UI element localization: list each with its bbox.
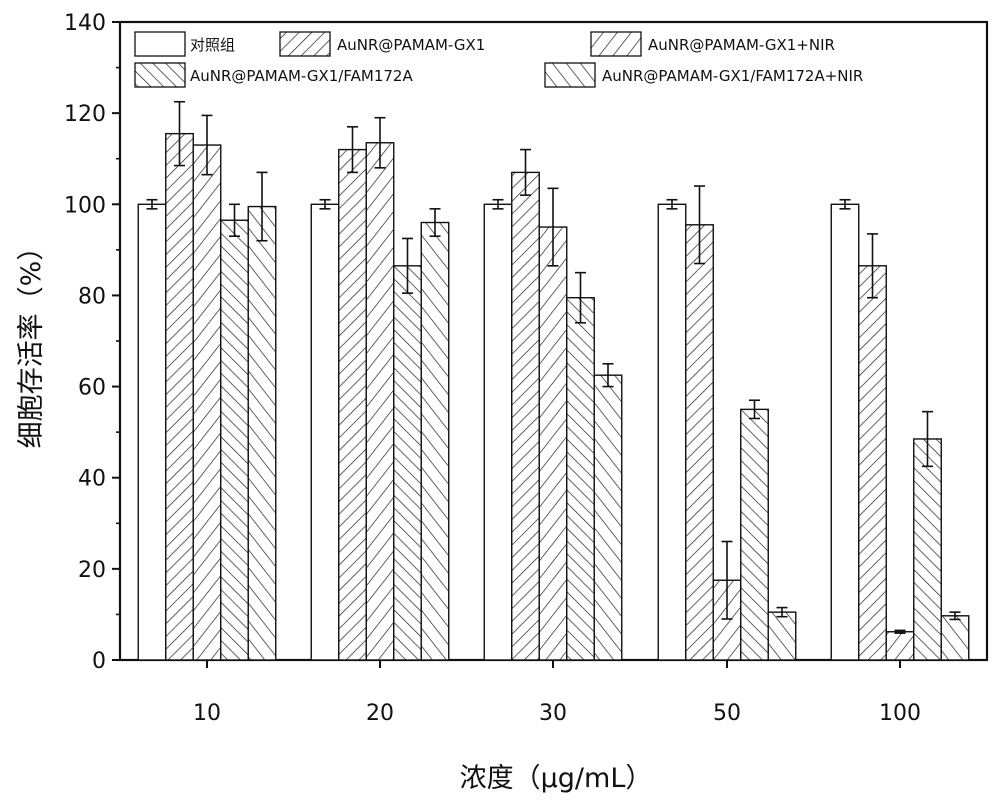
legend-swatch xyxy=(134,62,186,88)
legend-swatch xyxy=(279,31,331,57)
bar xyxy=(220,219,249,661)
bar xyxy=(538,226,568,661)
bar xyxy=(593,374,623,661)
x-tick-label: 10 xyxy=(193,701,221,726)
y-axis-title: 细胞存活率（%） xyxy=(16,234,47,449)
legend-label: 对照组 xyxy=(190,36,235,54)
x-axis-title: 浓度（μg/mL） xyxy=(460,763,653,794)
y-tick-label: 40 xyxy=(78,467,106,492)
bar xyxy=(940,615,970,661)
x-axis: 10 20 30 50 100 xyxy=(193,660,921,726)
legend-swatch xyxy=(544,62,596,88)
legend-swatch xyxy=(134,31,186,57)
legend-label: AuNR@PAMAM-GX1+NIR xyxy=(648,36,835,54)
legend-label: AuNR@PAMAM-GX1 xyxy=(337,36,485,54)
bar xyxy=(740,408,769,661)
y-tick-label: 60 xyxy=(78,376,106,401)
error-bars-layer xyxy=(146,100,961,634)
x-tick-label: 30 xyxy=(539,701,567,726)
bars-layer xyxy=(137,132,970,661)
bar xyxy=(247,205,277,661)
bar xyxy=(338,148,367,661)
x-tick-label: 100 xyxy=(879,701,921,726)
bar xyxy=(420,221,450,661)
bar xyxy=(137,203,167,661)
y-tick-label: 140 xyxy=(64,11,106,36)
bar xyxy=(511,171,540,661)
bar xyxy=(657,203,687,661)
y-tick-label: 20 xyxy=(78,558,106,583)
y-tick-label: 0 xyxy=(92,649,106,674)
bar xyxy=(767,611,797,661)
bar xyxy=(365,142,395,661)
bar xyxy=(685,224,714,661)
x-tick-label: 20 xyxy=(366,701,394,726)
legend-swatch xyxy=(590,31,642,57)
bar xyxy=(913,438,942,661)
bar xyxy=(566,297,595,661)
bar xyxy=(885,631,915,661)
y-tick-label: 100 xyxy=(64,193,106,218)
legend-label: AuNR@PAMAM-GX1/FAM172A+NIR xyxy=(602,67,863,85)
bar xyxy=(165,132,194,661)
bar xyxy=(393,265,422,661)
y-axis: 0 20 40 60 80 100 120 140 xyxy=(64,11,120,674)
bar xyxy=(830,203,860,661)
bar xyxy=(310,203,340,661)
y-tick-label: 120 xyxy=(64,102,106,127)
bar xyxy=(858,265,887,661)
bar xyxy=(192,144,222,661)
y-tick-label: 80 xyxy=(78,284,106,309)
legend: 对照组 AuNR@PAMAM-GX1 AuNR@PAMAM-GX1+NIR AuNR@… xyxy=(134,31,863,88)
x-tick-label: 50 xyxy=(713,701,741,726)
legend-label: AuNR@PAMAM-GX1/FAM172A xyxy=(190,67,413,85)
bar xyxy=(483,203,513,661)
